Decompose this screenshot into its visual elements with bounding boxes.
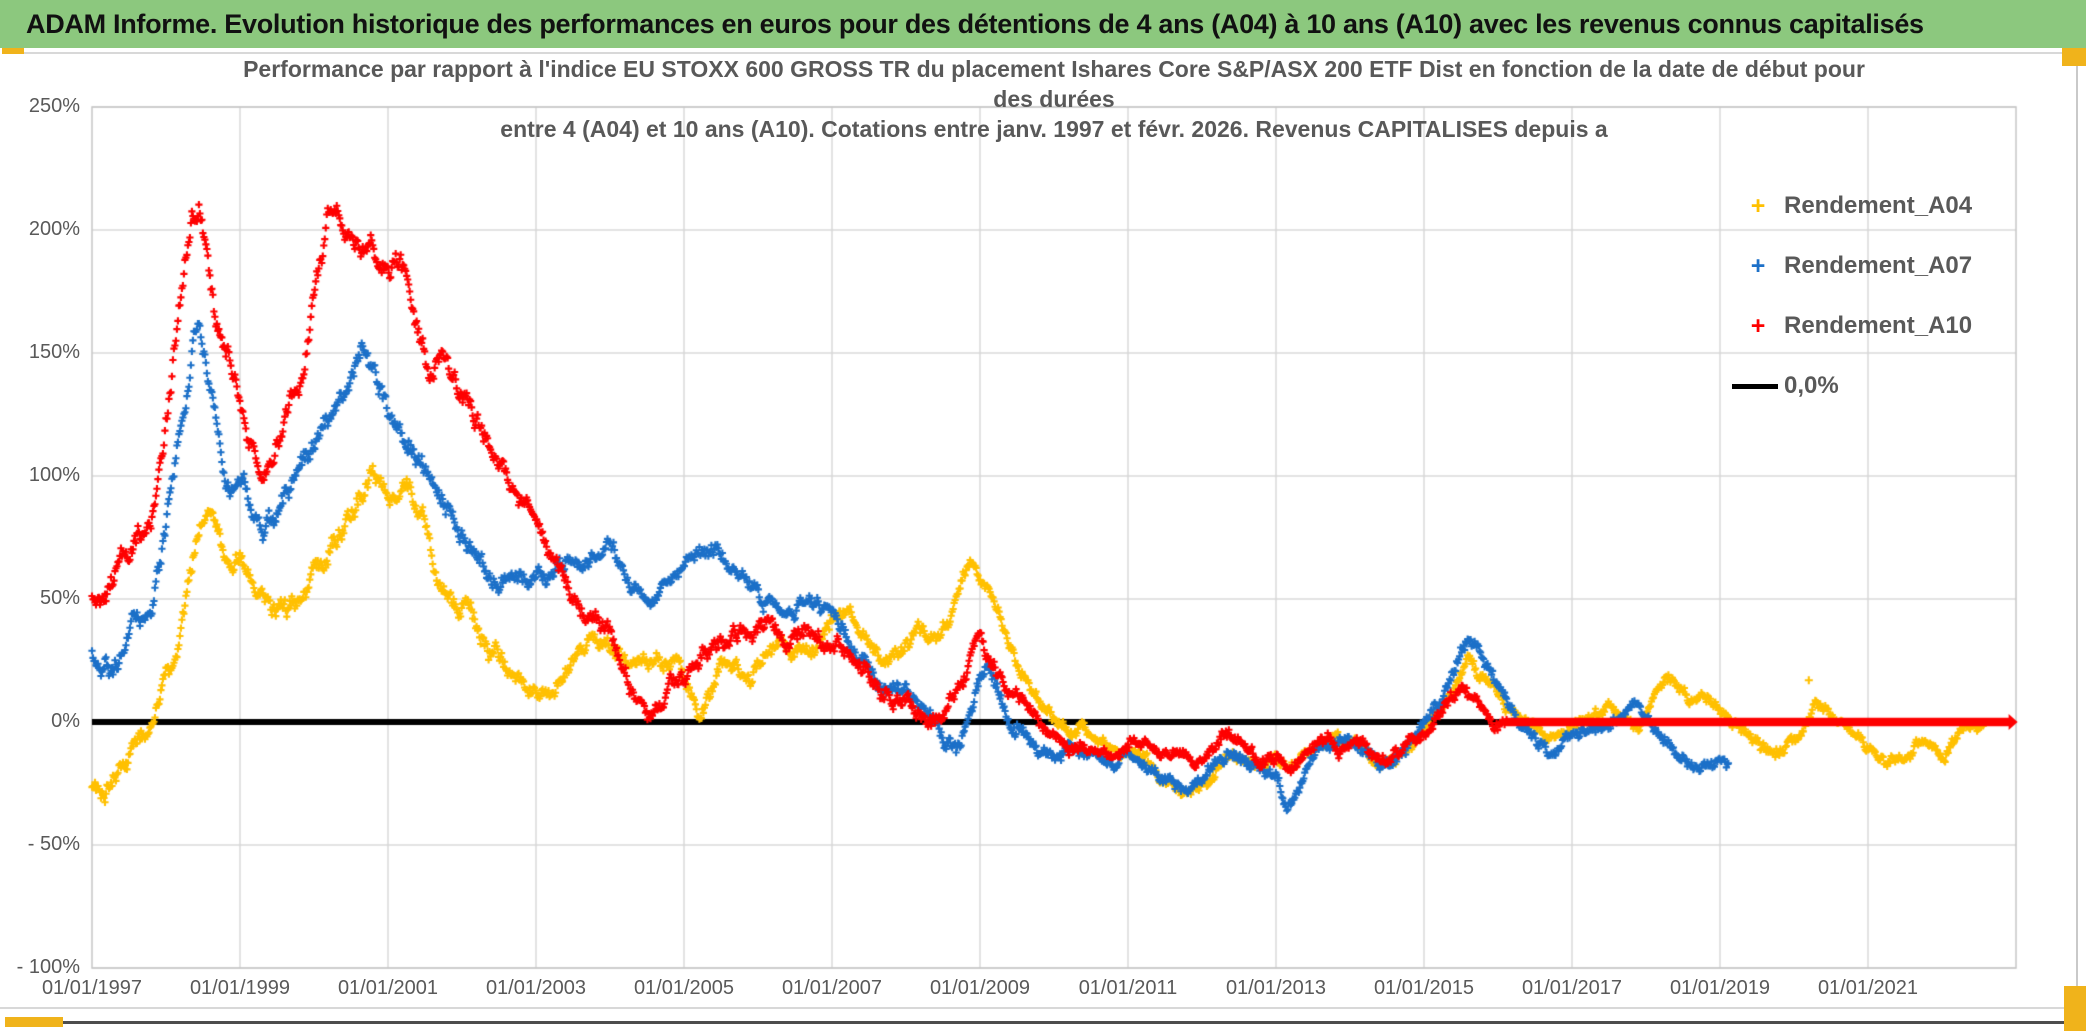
x-tick-label: 01/01/2011 <box>1078 977 1178 999</box>
legend-item-a10[interactable]: + Rendement_A10 <box>1732 296 1972 356</box>
legend-item-a04[interactable]: + Rendement_A04 <box>1732 176 1972 236</box>
legend: + Rendement_A04 + Rendement_A07 + Rendem… <box>1732 176 1972 416</box>
plus-marker-icon: + <box>1750 251 1766 280</box>
selection-handle-bottom-left <box>5 1017 63 1027</box>
x-tick-label: 01/01/2001 <box>337 977 439 999</box>
plus-marker-icon: + <box>1750 191 1766 220</box>
legend-label: Rendement_A07 <box>1784 252 1973 279</box>
legend-label: Rendement_A10 <box>1784 312 1973 339</box>
y-tick-label: - 100% <box>16 956 80 978</box>
selection-handle-top-right <box>2062 48 2086 66</box>
plus-marker-icon: + <box>1750 311 1766 340</box>
y-tick-label: 250% <box>28 95 80 117</box>
y-tick-label: - 50% <box>27 833 80 855</box>
x-tick-label: 01/01/1997 <box>41 977 143 999</box>
chart-title-line-2: des durées <box>993 86 1115 112</box>
x-tick-label: 01/01/2021 <box>1817 977 1919 999</box>
x-tick-label: 01/01/1999 <box>189 977 291 999</box>
x-tick-label: 01/01/2003 <box>485 977 587 999</box>
banner-underline <box>24 52 2076 54</box>
y-tick-label: 100% <box>28 464 80 486</box>
legend-label: Rendement_A04 <box>1784 192 1973 219</box>
chart-frame-bottom <box>0 1007 2066 1009</box>
chart-title-line-3: entre 4 (A04) et 10 ans (A10). Cotations… <box>500 116 1608 142</box>
banner: ADAM Informe. Evolution historique des p… <box>0 0 2086 48</box>
x-tick-label: 01/01/2015 <box>1373 977 1475 999</box>
y-tick-label: 200% <box>28 218 80 240</box>
zero-line-icon <box>1732 383 1778 389</box>
legend-item-a07[interactable]: + Rendement_A07 <box>1732 236 1972 296</box>
window-bottom-line <box>63 1021 2086 1024</box>
chart-title: Performance par rapport à l'indice EU ST… <box>92 54 2016 144</box>
x-tick-label: 01/01/2007 <box>781 977 883 999</box>
x-tick-label: 01/01/2005 <box>633 977 735 999</box>
y-tick-label: 150% <box>28 341 80 363</box>
legend-item-zero-line[interactable]: 0,0% <box>1732 356 1972 416</box>
chart-frame-right <box>2076 66 2078 1008</box>
y-tick-label: 50% <box>39 587 80 609</box>
selection-handle-top-left <box>2 48 24 54</box>
x-tick-label: 01/01/2017 <box>1521 977 1623 999</box>
chart-title-line-1: Performance par rapport à l'indice EU ST… <box>243 56 1865 82</box>
x-tick-label: 01/01/2009 <box>929 977 1031 999</box>
x-tick-label: 01/01/2019 <box>1669 977 1771 999</box>
selection-handle-bottom-right <box>2064 986 2086 1031</box>
y-tick-label: 0% <box>51 710 80 732</box>
x-tick-label: 01/01/2013 <box>1225 977 1327 999</box>
legend-label: 0,0% <box>1784 372 1839 399</box>
page-title: ADAM Informe. Evolution historique des p… <box>26 8 1924 39</box>
